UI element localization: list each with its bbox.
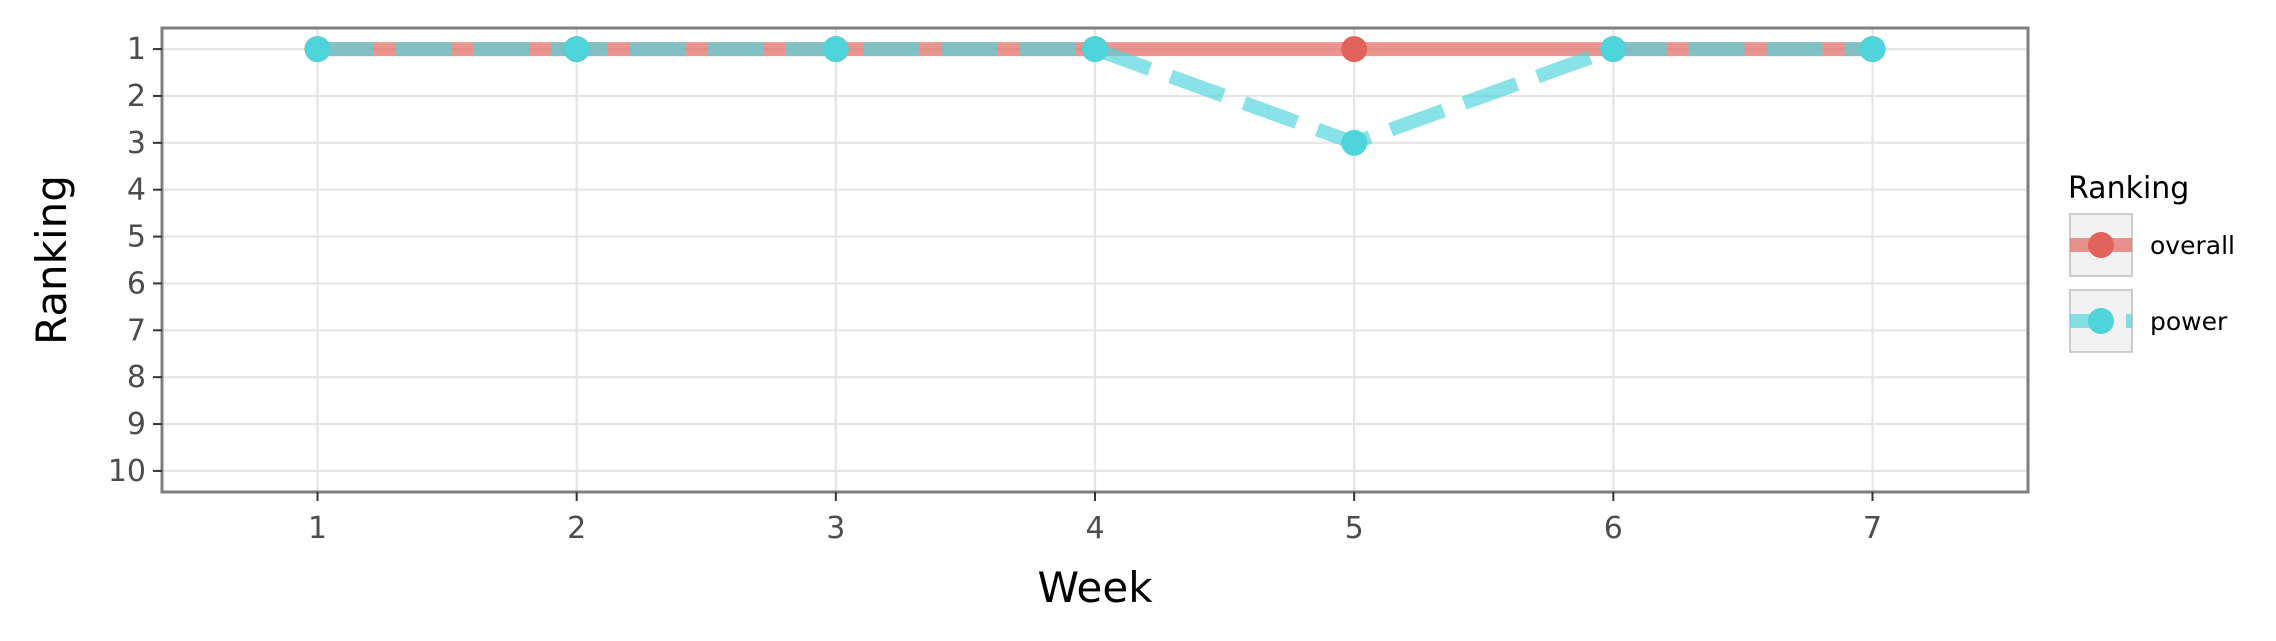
- x-tick-label: 3: [826, 511, 845, 546]
- y-tick-label: 7: [127, 313, 146, 348]
- legend-label-power: power: [2150, 307, 2228, 336]
- x-tick-label: 2: [567, 511, 586, 546]
- y-tick-label: 3: [127, 126, 146, 161]
- x-tick-label: 7: [1863, 511, 1882, 546]
- y-tick-label: 2: [127, 79, 146, 114]
- legend: Ranking overall power: [2068, 171, 2235, 353]
- legend-label-overall: overall: [2150, 231, 2235, 260]
- series-points: [304, 36, 1886, 156]
- y-tick-label: 5: [127, 220, 146, 255]
- data-point-power: [563, 36, 590, 63]
- legend-key-point-power: [2088, 308, 2114, 334]
- x-axis-title: Week: [1037, 563, 1153, 612]
- data-point-overall: [1341, 36, 1368, 63]
- data-point-power: [822, 36, 849, 63]
- axis-ticks: 1 2 3 4 5 6 7 1 2 3 4 5 6 7 8 9 10: [108, 32, 1882, 546]
- data-point-power: [1600, 36, 1627, 63]
- data-point-power: [1082, 36, 1108, 63]
- data-point-power: [1341, 129, 1368, 156]
- y-tick-label: 4: [127, 173, 146, 208]
- y-axis-title: Ranking: [27, 175, 76, 345]
- y-tick-label: 10: [108, 454, 146, 489]
- legend-title: Ranking: [2068, 171, 2189, 206]
- data-point-power: [1859, 36, 1886, 63]
- y-tick-label: 6: [127, 266, 146, 301]
- y-tick-label: 1: [127, 32, 146, 67]
- data-point-power: [304, 36, 331, 63]
- x-tick-label: 5: [1345, 511, 1364, 546]
- y-tick-label: 9: [127, 407, 146, 442]
- x-tick-label: 4: [1085, 511, 1104, 546]
- legend-key-point-overall: [2088, 232, 2114, 258]
- y-tick-label: 8: [127, 360, 146, 395]
- x-tick-label: 1: [308, 511, 327, 546]
- x-tick-label: 6: [1604, 511, 1623, 546]
